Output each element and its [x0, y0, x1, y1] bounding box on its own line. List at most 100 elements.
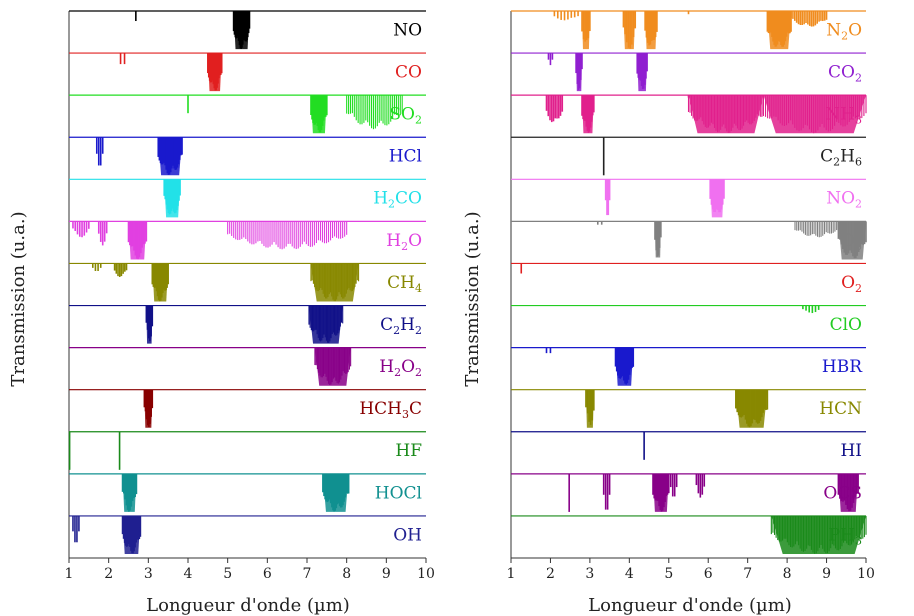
band-NH3-2 — [581, 95, 595, 134]
x-axis-label-left: Longueur d'onde (µm) — [146, 595, 350, 616]
band-H2O-2 — [127, 221, 148, 260]
band-C2H2-1 — [308, 305, 344, 344]
band-fill-HCl-1 — [158, 137, 183, 176]
band-fill-C2H2-0 — [146, 305, 153, 344]
band-O3-1 — [654, 221, 662, 258]
x-axis-label-right: Longueur d'onde (µm) — [588, 595, 792, 616]
x-tick-label: 6 — [704, 566, 713, 582]
band-OCS-2 — [652, 473, 670, 512]
series-HCl: HCl — [69, 136, 426, 176]
x-tick-label: 3 — [585, 566, 594, 582]
series-label-HCl: HCl — [389, 147, 422, 167]
band-HCl-1 — [157, 137, 183, 176]
band-OH-0 — [72, 515, 80, 543]
x-tick-label: 10 — [857, 566, 875, 582]
series-C2H6: C2H6 — [511, 136, 866, 176]
band-SO2-1 — [310, 95, 328, 134]
series-NO2: NO2 — [511, 178, 866, 218]
series-label-O3: O3 — [841, 231, 862, 253]
series-HF: HF — [68, 431, 426, 470]
band-H2O-3 — [227, 221, 348, 250]
band-O3-0 — [596, 221, 603, 225]
x-tick-label: 5 — [223, 566, 232, 582]
series-label-OH: OH — [393, 525, 422, 545]
series-OCS: OCS — [511, 473, 866, 512]
band-OCS-5 — [837, 473, 859, 512]
band-HBR-0 — [545, 347, 552, 354]
band-fill-SO2-1 — [310, 95, 327, 134]
x-tick-label: 2 — [104, 566, 113, 582]
series-HCH3C: HCH3C — [69, 389, 426, 428]
series-H2CO: H2CO — [69, 178, 426, 218]
band-N2O-1 — [553, 11, 579, 21]
band-HCN-1 — [735, 389, 769, 428]
band-fill-CO2-1 — [576, 53, 582, 92]
y-axis-label-left: Transmission (u.a.) — [8, 211, 29, 386]
x-tick-label: 6 — [263, 566, 272, 582]
series-C2H2: C2H2 — [69, 304, 426, 344]
band-fill-PH3-0 — [771, 515, 866, 554]
band-fill-NH3-4 — [763, 95, 866, 134]
band-NH3-1 — [545, 95, 564, 123]
band-NO2-0 — [604, 179, 611, 216]
x-tick-label: 4 — [625, 566, 634, 582]
x-tick-label: 3 — [144, 566, 153, 582]
band-fill-N2O-2 — [582, 11, 590, 50]
series-label-H2O: H2O — [386, 231, 422, 253]
series-label-HCN: HCN — [819, 399, 862, 419]
series-label-HI: HI — [840, 441, 862, 461]
band-fill-O3-3 — [838, 221, 866, 260]
band-NO-1 — [232, 11, 251, 50]
x-tick-label: 10 — [417, 566, 435, 582]
series-label-HF: HF — [395, 441, 422, 461]
band-HOCl-1 — [322, 473, 350, 512]
band-NH3-3 — [687, 95, 764, 134]
band-HCH3C-0 — [143, 389, 154, 428]
band-fill-NH3-3 — [688, 95, 764, 134]
right-panel: N2O CO2 NH3 C2H6 NO2 O3 O2 ClO HBR HCN HI OCS PH3 1 2 3… — [507, 10, 875, 582]
band-fill-NH3-2 — [582, 95, 594, 134]
series-HBR: HBR — [511, 347, 866, 386]
x-tick-label: 1 — [65, 566, 74, 582]
series-CH4: CH4 — [69, 262, 426, 302]
band-N2O-2 — [581, 11, 591, 50]
band-OH-1 — [121, 515, 142, 554]
band-SO2-2 — [346, 95, 403, 130]
band-fill-H2O2-0 — [314, 347, 351, 386]
band-H2O-1 — [97, 221, 108, 246]
series-label-H2CO: H2CO — [373, 189, 422, 211]
series-label-OCS: OCS — [823, 483, 862, 503]
series-label-CO2: CO2 — [828, 62, 862, 84]
band-N2O-6 — [790, 11, 828, 27]
band-fill-CH4-3 — [310, 263, 359, 302]
band-OCS-4 — [695, 473, 706, 498]
series-label-ClO: ClO — [830, 315, 862, 335]
series-NH3: NH3 — [511, 94, 867, 134]
band-NO2-1 — [709, 179, 725, 218]
series-label-C2H2: C2H2 — [380, 315, 422, 337]
y-axis-label-right: Transmission (u.a.) — [462, 211, 483, 386]
band-CH4-3 — [310, 263, 360, 302]
band-fill-OCS-5 — [838, 473, 859, 512]
band-fill-H2CO-0 — [164, 179, 181, 218]
series-label-O2: O2 — [841, 273, 862, 295]
series-PH3: PH3 — [511, 515, 867, 554]
band-fill-NO2-1 — [710, 179, 724, 218]
band-PH3-0 — [770, 515, 867, 554]
series-label-CH4: CH4 — [387, 273, 422, 295]
series-HI: HI — [511, 431, 866, 461]
band-HCl-0 — [95, 137, 104, 166]
band-O3-2 — [794, 221, 839, 238]
x-tick-label: 2 — [546, 566, 555, 582]
series-ClO: ClO — [511, 304, 866, 335]
series-label-HCH3C: HCH3C — [359, 399, 422, 421]
band-H2O2-0 — [314, 347, 352, 386]
band-fill-HCN-0 — [585, 389, 594, 428]
x-tick-label: 9 — [382, 566, 391, 582]
band-O3-3 — [837, 221, 867, 260]
series-NO: NO — [69, 10, 426, 50]
series-label-NO2: NO2 — [826, 189, 862, 211]
band-CO2-2 — [636, 53, 648, 92]
series-label-SO2: SO2 — [389, 105, 422, 127]
